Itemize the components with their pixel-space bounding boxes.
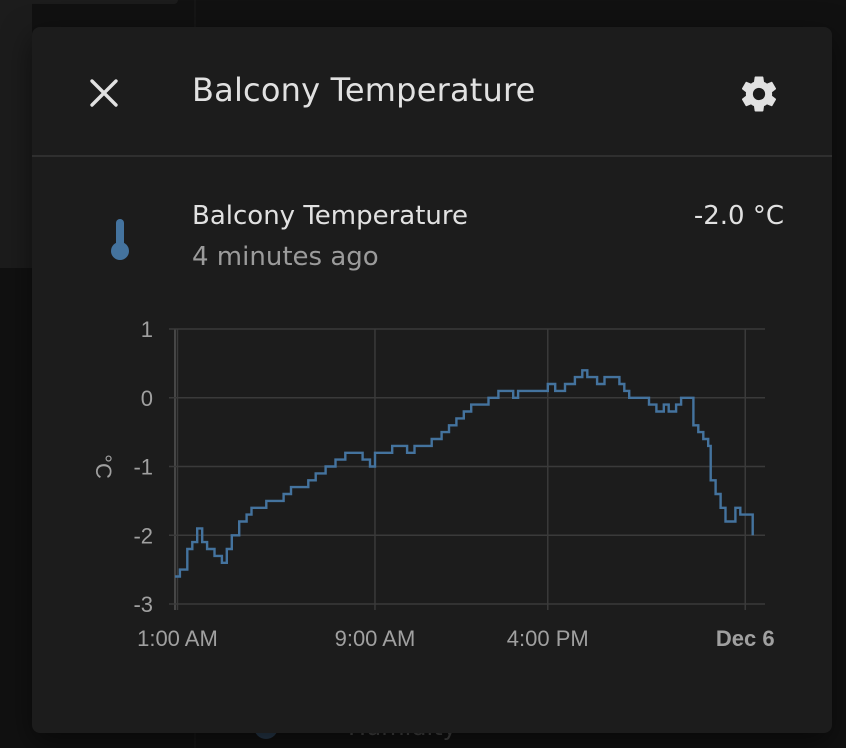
close-button[interactable] [84, 73, 124, 113]
x-tick-label: Dec 6 [716, 626, 775, 651]
x-tick-label: 1:00 AM [137, 626, 218, 651]
y-axis-label: °C [91, 454, 116, 479]
y-tick-label: 1 [141, 317, 153, 342]
entity-name: Balcony Temperature [192, 201, 469, 231]
thermometer-icon [111, 219, 129, 260]
background-card [0, 0, 178, 4]
entity-last-changed: 4 minutes ago [192, 242, 379, 272]
gear-icon [741, 76, 777, 112]
dialog-title: Balcony Temperature [192, 71, 536, 109]
x-tick-label: 9:00 AM [335, 626, 416, 651]
chart-series [175, 369, 754, 578]
settings-button[interactable] [734, 69, 784, 119]
background-panel [0, 0, 32, 268]
entity-row: Balcony Temperature 4 minutes ago -2.0 °… [32, 187, 832, 287]
history-chart[interactable]: 1 0 -1 -2 -3 1:00 AM 9:00 AM 4:00 PM Dec 6 °C [32, 307, 832, 687]
y-tick-label: -2 [133, 523, 153, 548]
history-chart-svg: 1 0 -1 -2 -3 1:00 AM 9:00 AM 4:00 PM Dec 6 °C [91, 317, 775, 651]
entity-state: -2.0 °C [693, 201, 784, 231]
x-tick-label: 4:00 PM [507, 626, 589, 651]
y-tick-label: -1 [133, 455, 153, 480]
close-icon [90, 79, 118, 107]
more-info-dialog: Balcony Temperature Balcony Temperature … [32, 27, 832, 733]
y-tick-label: 0 [141, 386, 153, 411]
chart-labels: 1 0 -1 -2 -3 1:00 AM 9:00 AM 4:00 PM Dec 6 °C [91, 317, 775, 651]
dialog-header: Balcony Temperature [32, 27, 832, 157]
y-tick-label: -3 [133, 592, 153, 617]
series-line [175, 369, 754, 578]
chart-grid [169, 328, 765, 610]
